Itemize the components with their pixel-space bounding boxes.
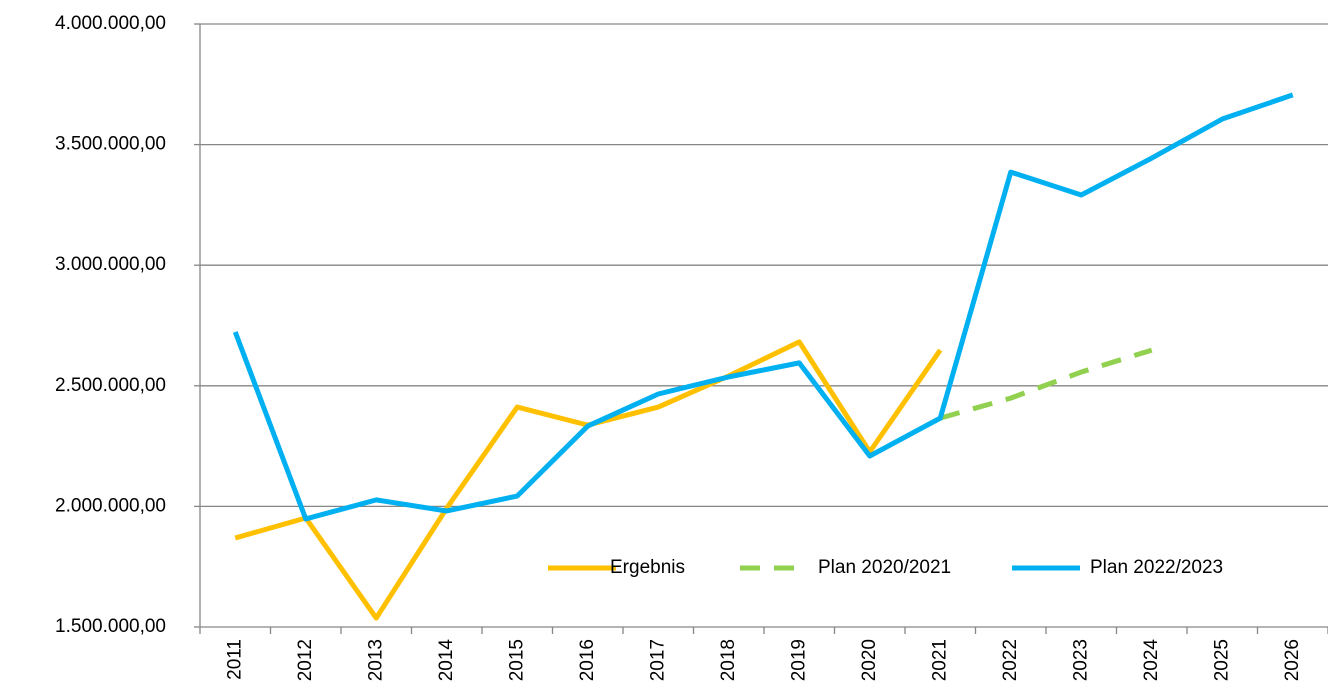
x-tick-label: 2024 xyxy=(1141,639,1162,682)
legend-label: Ergebnis xyxy=(610,557,685,578)
x-tick-label: 2016 xyxy=(577,639,598,681)
x-tick-label: 2020 xyxy=(859,639,880,681)
x-tick-label: 2019 xyxy=(788,639,809,681)
legend: Ergebnis Plan 2020/2021 Plan 2022/2023 xyxy=(548,557,1223,578)
x-tick-label: 2025 xyxy=(1211,639,1232,681)
y-tick-label: 1.500.000,00 xyxy=(55,616,166,637)
x-tick-label: 2013 xyxy=(365,639,386,681)
legend-label: Plan 2020/2021 xyxy=(818,557,951,578)
x-tick-label: 2023 xyxy=(1070,639,1091,681)
y-tick-label: 4.000.000,00 xyxy=(55,13,166,34)
x-tick-label: 2018 xyxy=(718,639,739,681)
x-tick-label: 2026 xyxy=(1282,639,1303,681)
x-tick-label: 2011 xyxy=(224,639,245,680)
x-tick-label: 2017 xyxy=(647,639,668,681)
x-tick-label: 2021 xyxy=(929,639,950,681)
y-tick-label: 3.500.000,00 xyxy=(55,134,166,155)
series-line xyxy=(939,347,1153,421)
y-tick-label: 3.000.000,00 xyxy=(55,254,166,275)
legend-label: Plan 2022/2023 xyxy=(1090,557,1223,578)
y-tick-label: 2.000.000,00 xyxy=(55,495,166,516)
x-tick-label: 2015 xyxy=(506,639,527,681)
x-tick-label: 2014 xyxy=(436,639,457,682)
y-tick-label: 2.500.000,00 xyxy=(55,375,166,396)
series-line xyxy=(232,92,1294,522)
x-tick-label: 2012 xyxy=(295,639,316,681)
x-tick-label: 2022 xyxy=(1000,639,1021,681)
